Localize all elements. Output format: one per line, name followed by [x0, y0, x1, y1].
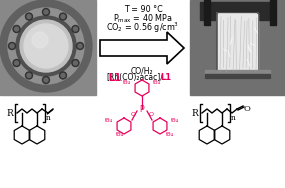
Text: CO$_2$ = 0.56 g/cm$^3$: CO$_2$ = 0.56 g/cm$^3$ [106, 21, 180, 35]
Text: R: R [6, 108, 13, 118]
Bar [218, 14, 257, 72]
Circle shape [44, 10, 48, 14]
Circle shape [76, 42, 84, 49]
Text: tBu: tBu [153, 80, 162, 84]
Polygon shape [100, 32, 184, 64]
Text: L1: L1 [109, 73, 121, 83]
Circle shape [74, 27, 78, 31]
Bar [205, 74, 270, 78]
Circle shape [61, 74, 65, 77]
Text: R: R [191, 108, 198, 118]
Text: tBu: tBu [105, 118, 113, 123]
Text: O: O [131, 112, 135, 117]
Circle shape [44, 78, 48, 82]
Text: P: P [140, 105, 144, 114]
Circle shape [61, 14, 65, 19]
Circle shape [15, 61, 19, 65]
Circle shape [60, 72, 66, 79]
Bar [217, 13, 258, 73]
Text: tBu: tBu [166, 133, 174, 137]
Circle shape [72, 26, 79, 33]
Circle shape [42, 77, 50, 83]
Text: P$_\mathrm{max}$ = 40 MPa: P$_\mathrm{max}$ = 40 MPa [113, 13, 173, 25]
Circle shape [20, 20, 72, 72]
Circle shape [72, 59, 79, 67]
Text: [Rh(CO)₂acac]/: [Rh(CO)₂acac]/ [107, 73, 163, 82]
Circle shape [27, 14, 31, 19]
Circle shape [0, 0, 92, 92]
Circle shape [25, 72, 32, 79]
Bar [270, 0, 276, 25]
Circle shape [78, 44, 82, 48]
Text: tBu: tBu [116, 133, 125, 137]
Circle shape [42, 8, 50, 15]
Text: tBu: tBu [123, 80, 131, 84]
Text: L1: L1 [160, 73, 172, 82]
Text: CO/H₂: CO/H₂ [131, 67, 153, 76]
Circle shape [32, 32, 48, 48]
Circle shape [24, 24, 68, 68]
Circle shape [74, 61, 78, 65]
Text: n: n [231, 114, 236, 122]
Text: tBu: tBu [171, 118, 180, 123]
Bar [0, 0, 96, 95]
Text: O: O [148, 112, 154, 117]
Circle shape [15, 27, 19, 31]
Text: n: n [46, 114, 51, 122]
Circle shape [27, 74, 31, 77]
Circle shape [13, 59, 20, 67]
Text: O: O [243, 105, 250, 113]
Bar [200, 2, 275, 20]
Text: T = 90 °C: T = 90 °C [124, 5, 162, 14]
Circle shape [13, 26, 20, 33]
Circle shape [25, 13, 32, 20]
Bar [205, 70, 270, 78]
Bar [204, 0, 210, 25]
Circle shape [8, 8, 84, 84]
Bar [190, 0, 285, 95]
Circle shape [16, 16, 76, 76]
Circle shape [9, 42, 15, 49]
Circle shape [10, 44, 14, 48]
Circle shape [60, 13, 66, 20]
